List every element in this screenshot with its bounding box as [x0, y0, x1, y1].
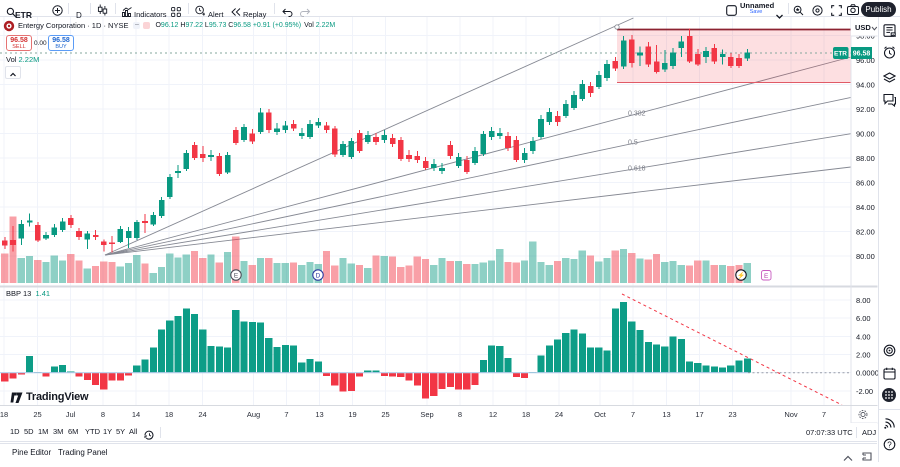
svg-text:0.618: 0.618	[628, 166, 646, 173]
svg-text:-2.00: -2.00	[856, 387, 873, 396]
svg-text:18: 18	[0, 410, 8, 419]
svg-text:80.00: 80.00	[856, 252, 875, 261]
svg-text:92.00: 92.00	[856, 105, 875, 114]
svg-text:?: ?	[887, 440, 892, 449]
svg-text:Sep: Sep	[420, 410, 433, 419]
svg-text:Oct: Oct	[594, 410, 607, 419]
svg-text:Jul: Jul	[66, 410, 76, 419]
svg-text:96.00: 96.00	[856, 56, 875, 65]
svg-text:19: 19	[348, 410, 356, 419]
svg-text:14: 14	[132, 410, 140, 419]
svg-text:ETR: ETR	[834, 51, 847, 58]
svg-text:4.00: 4.00	[856, 332, 871, 341]
svg-text:0.5: 0.5	[628, 140, 638, 147]
svg-text:8: 8	[101, 410, 105, 419]
svg-text:90.00: 90.00	[856, 130, 875, 139]
svg-text:84.00: 84.00	[856, 203, 875, 212]
svg-text:24: 24	[555, 410, 563, 419]
svg-text:7: 7	[284, 410, 288, 419]
svg-text:8: 8	[458, 410, 462, 419]
svg-text:25: 25	[33, 410, 41, 419]
svg-text:0.382: 0.382	[628, 111, 646, 118]
svg-text:⚡: ⚡	[737, 272, 745, 280]
svg-text:24: 24	[198, 410, 206, 419]
svg-text:D: D	[316, 273, 321, 280]
svg-text:2.00: 2.00	[856, 351, 871, 360]
svg-text:88.00: 88.00	[856, 154, 875, 163]
svg-text:18: 18	[165, 410, 173, 419]
svg-text:7: 7	[822, 410, 826, 419]
svg-text:25: 25	[381, 410, 389, 419]
svg-text:12: 12	[489, 410, 497, 419]
svg-text:94.00: 94.00	[856, 81, 875, 90]
svg-text:8.00: 8.00	[856, 296, 871, 305]
svg-text:23: 23	[728, 410, 736, 419]
svg-text:USD: USD	[855, 23, 871, 32]
svg-text:0.0000: 0.0000	[856, 369, 879, 378]
svg-text:E: E	[234, 273, 239, 280]
svg-text:Nov: Nov	[784, 410, 798, 419]
svg-text:17: 17	[695, 410, 703, 419]
svg-text:18: 18	[522, 410, 530, 419]
svg-text:13: 13	[315, 410, 323, 419]
svg-text:82.00: 82.00	[856, 228, 875, 237]
svg-text:6.00: 6.00	[856, 314, 871, 323]
svg-text:96.58: 96.58	[853, 51, 871, 58]
svg-text:13: 13	[662, 410, 670, 419]
svg-text:E: E	[764, 273, 769, 280]
svg-text:7: 7	[631, 410, 635, 419]
svg-text:Aug: Aug	[247, 410, 260, 419]
svg-text:86.00: 86.00	[856, 179, 875, 188]
